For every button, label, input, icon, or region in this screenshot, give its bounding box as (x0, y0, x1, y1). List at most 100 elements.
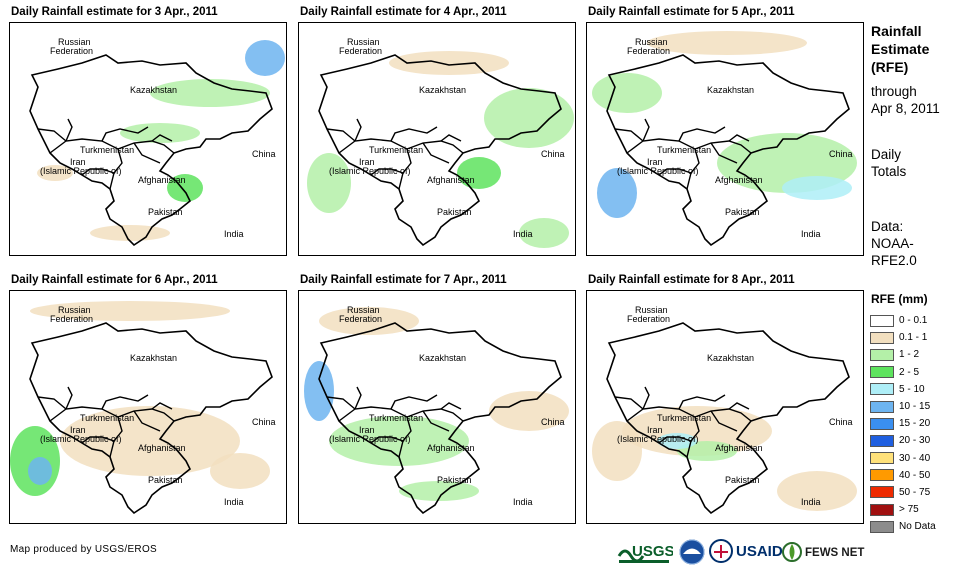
legend-label: 5 - 10 (899, 383, 925, 395)
country-label-china: China (829, 417, 853, 427)
country-label-india: India (224, 497, 244, 507)
sidebar-data-source: Data: NOAA- RFE2.0 (871, 218, 963, 269)
sidebar-daily-line: Totals (871, 164, 907, 179)
sidebar-data-line: Data: (871, 219, 904, 234)
country-border (710, 142, 738, 164)
fews-net-logo: FEWS NET (782, 540, 868, 569)
country-label-iran-2: (Islamic Republic of) (617, 434, 699, 444)
country-label-pakistan: Pakistan (725, 475, 760, 485)
country-label-iran-2: (Islamic Republic of) (40, 166, 122, 176)
country-border (398, 148, 412, 190)
country-border (37, 396, 67, 410)
logo-strip: USGS USAID FEWS NET (617, 538, 867, 566)
legend-swatch (870, 417, 894, 430)
sidebar-daily-line: Daily (871, 147, 902, 162)
region-outline (318, 54, 562, 247)
country-label-india: India (224, 229, 244, 239)
legend-item: 15 - 20 (870, 415, 936, 432)
country-label-kazakhstan: Kazakhstan (419, 85, 466, 95)
legend-swatch (870, 400, 894, 413)
country-border (686, 148, 700, 190)
country-label-china: China (541, 417, 565, 427)
country-label-turkmenistan: Turkmenistan (369, 145, 423, 155)
country-label-turkmenistan: Turkmenistan (80, 145, 134, 155)
country-border (65, 386, 73, 410)
country-label-russia-2: Federation (627, 314, 670, 324)
sidebar-title: Rainfall Estimate (RFE) (871, 22, 963, 76)
legend-swatch (870, 520, 894, 533)
legend-label: 40 - 50 (899, 469, 931, 481)
country-label-china: China (252, 417, 276, 427)
country-label-india: India (801, 497, 821, 507)
fews-net-logo-icon: FEWS NET (782, 542, 864, 562)
country-label-pakistan: Pakistan (148, 475, 183, 485)
country-label-iran-2: (Islamic Republic of) (40, 434, 122, 444)
rainfall-patch (210, 453, 270, 489)
rainfall-patch (484, 88, 574, 148)
sidebar-through-line: Apr 8, 2011 (871, 101, 940, 116)
country-label-iran-1: Iran (359, 157, 375, 167)
country-border (354, 118, 362, 142)
legend-label: 20 - 30 (899, 435, 931, 447)
panel-title: Daily Rainfall estimate for 4 Apr., 2011 (300, 6, 507, 18)
rainfall-map: Russian Federation Kazakhstan Turkmenistan I… (298, 22, 576, 256)
region-outline (29, 54, 273, 247)
sidebar-title-line: Rainfall (871, 23, 922, 39)
legend-swatch (870, 486, 894, 499)
country-border (37, 128, 67, 142)
country-label-afghanistan: Afghanistan (715, 175, 763, 185)
legend-label: 50 - 75 (899, 486, 931, 498)
usaid-logo-icon: USAID (709, 539, 783, 563)
country-border (101, 394, 149, 410)
country-border (658, 168, 692, 176)
rainfall-patch (28, 457, 52, 485)
legend-swatch (870, 314, 894, 327)
map-panel-6apr: Daily Rainfall estimate for 6 Apr., 2011… (9, 274, 287, 524)
rainfall-map: Russian Federation Kazakhstan Turkmenistan I… (586, 22, 864, 256)
country-label-china: China (829, 149, 853, 159)
legend-label: 30 - 40 (899, 452, 931, 464)
country-label-india: India (513, 497, 533, 507)
rainfall-patch (329, 416, 469, 466)
usaid-logo: USAID (709, 538, 809, 571)
country-border (133, 142, 161, 164)
country-label-russia-2: Federation (339, 46, 382, 56)
country-border (354, 386, 362, 410)
legend-label: > 75 (899, 504, 919, 516)
svg-text:USGS: USGS (632, 543, 673, 560)
country-border (109, 416, 123, 458)
country-label-kazakhstan: Kazakhstan (130, 353, 177, 363)
panel-title: Daily Rainfall estimate for 5 Apr., 2011 (588, 6, 795, 18)
legend-label: 0.1 - 1 (899, 332, 928, 344)
sidebar-data-line: NOAA- (871, 236, 914, 251)
country-border (370, 436, 404, 444)
rainfall-map: Russian Federation Kazakhstan Turkmenistan I… (298, 290, 576, 524)
country-label-pakistan: Pakistan (437, 207, 472, 217)
legend-swatch (870, 469, 894, 482)
country-label-afghanistan: Afghanistan (427, 175, 475, 185)
svg-text:USAID: USAID (736, 543, 783, 560)
country-label-china: China (541, 149, 565, 159)
country-label-russia-1: Russian (635, 37, 668, 47)
panel-title: Daily Rainfall estimate for 3 Apr., 2011 (11, 6, 218, 18)
rainfall-map: Russian Federation Kazakhstan Turkmenistan I… (586, 290, 864, 524)
noaa-logo-icon (679, 539, 705, 565)
map-panel-8apr: Daily Rainfall estimate for 8 Apr., 2011… (586, 274, 864, 524)
country-label-china: China (252, 149, 276, 159)
noaa-logo (679, 539, 705, 570)
country-border (390, 394, 438, 410)
legend-swatch (870, 383, 894, 396)
country-label-iran-1: Iran (647, 157, 663, 167)
panel-title: Daily Rainfall estimate for 8 Apr., 2011 (588, 274, 795, 286)
country-border (133, 410, 161, 432)
rainfall-patch (592, 421, 642, 481)
legend-item: 10 - 15 (870, 398, 936, 415)
rainfall-map: Russian Federation Kazakhstan Turkmenistan I… (9, 290, 287, 524)
legend-item: 1 - 2 (870, 346, 936, 363)
country-label-kazakhstan: Kazakhstan (707, 85, 754, 95)
rainfall-patch (30, 301, 230, 321)
